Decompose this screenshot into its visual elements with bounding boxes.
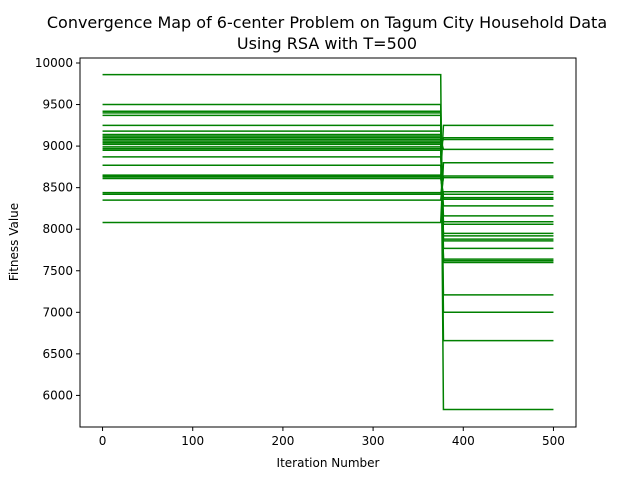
y-tick-label: 10000 [35, 56, 73, 70]
y-axis-ticks: 6000 6500 7000 7500 8000 8500 9000 9500 10000 [35, 56, 80, 402]
x-tick-label: 300 [362, 434, 385, 448]
series-layer [102, 73, 554, 411]
series-line-run-13 [102, 147, 554, 225]
x-tick-label: 200 [271, 434, 294, 448]
x-tick-label: 500 [542, 434, 565, 448]
series-line-run-23 [102, 161, 554, 224]
plot-frame [79, 57, 577, 428]
x-axis-ticks: 0 100 200 300 400 500 [99, 427, 565, 448]
y-tick-label: 9500 [42, 98, 73, 112]
series-line-run-27 [102, 124, 554, 177]
series-line-run-20 [102, 191, 554, 194]
y-tick-label: 8000 [42, 222, 73, 236]
y-tick-label: 6000 [42, 388, 73, 402]
series-line-run-14 [102, 149, 554, 223]
y-tick-label: 7500 [42, 264, 73, 278]
series-line-run-9 [102, 135, 554, 242]
y-tick-label: 7000 [42, 305, 73, 319]
chart-subtitle: Using RSA with T=500 [237, 34, 417, 53]
series-line-run-22 [102, 175, 554, 201]
y-tick-label: 6500 [42, 347, 73, 361]
x-axis-label: Iteration Number [277, 456, 380, 470]
y-axis-label: Fitness Value [7, 203, 21, 281]
x-tick-label: 100 [181, 434, 204, 448]
x-tick-label: 0 [99, 434, 107, 448]
y-tick-label: 9000 [42, 139, 73, 153]
x-tick-label: 400 [452, 434, 475, 448]
y-tick-label: 8500 [42, 181, 73, 195]
chart-title: Convergence Map of 6-center Problem on T… [47, 13, 607, 32]
